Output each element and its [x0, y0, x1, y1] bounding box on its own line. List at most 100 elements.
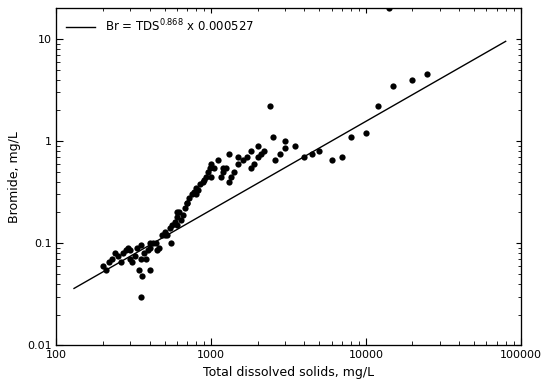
Point [153, 247, 162, 253]
Point [374, 103, 383, 109]
Point [148, 240, 157, 246]
Point [121, 247, 130, 253]
Point [207, 161, 216, 167]
Point [204, 169, 213, 175]
Point [300, 154, 309, 160]
Point [142, 256, 151, 262]
Point [216, 173, 225, 180]
Point [144, 247, 152, 253]
Point [116, 259, 125, 265]
Point [219, 164, 228, 171]
Point [198, 179, 207, 185]
X-axis label: Total dissolved solids, mg/L: Total dissolved solids, mg/L [203, 366, 374, 378]
Point [338, 154, 346, 160]
Point [166, 225, 174, 231]
Point [119, 250, 128, 256]
Point [168, 222, 177, 228]
Point [200, 176, 208, 183]
Point [227, 173, 236, 180]
Point [384, 5, 393, 12]
Point [105, 259, 114, 265]
Point [222, 164, 230, 171]
Point [361, 130, 370, 136]
Point [268, 134, 277, 140]
Point [134, 267, 143, 273]
Point [140, 250, 148, 256]
Point [130, 253, 139, 259]
Point [246, 148, 255, 154]
Point [126, 247, 135, 253]
Point [291, 143, 300, 149]
Point [219, 169, 228, 175]
Point [207, 173, 216, 180]
Point [423, 71, 432, 77]
Point [145, 267, 154, 273]
Point [276, 151, 285, 157]
Point [145, 240, 154, 246]
Point [224, 179, 233, 185]
Point [145, 245, 154, 251]
Point [234, 154, 243, 160]
Point [132, 245, 141, 251]
Point [202, 173, 211, 180]
Point [155, 245, 163, 251]
Point [183, 199, 191, 205]
Point [210, 164, 219, 171]
Point [172, 214, 181, 220]
Point [224, 151, 233, 157]
Point [126, 256, 135, 262]
Point [179, 212, 188, 218]
Point [280, 145, 289, 151]
Point [136, 256, 145, 262]
Point [183, 199, 191, 205]
Point [172, 209, 181, 216]
Point [157, 232, 166, 238]
Point [163, 232, 172, 238]
Point [128, 259, 137, 265]
Point [238, 157, 247, 163]
Point [172, 222, 181, 228]
Y-axis label: Bromide, mg/L: Bromide, mg/L [8, 131, 21, 223]
Point [192, 192, 201, 198]
Point [280, 138, 289, 144]
Point [260, 148, 268, 154]
Point [196, 181, 205, 187]
Point [250, 161, 258, 167]
Point [205, 164, 214, 171]
Point [308, 151, 317, 157]
Point [229, 169, 238, 175]
Point [108, 256, 117, 262]
Point [254, 154, 262, 160]
Point [389, 82, 398, 89]
Point [98, 263, 107, 269]
Point [102, 267, 111, 273]
Point [136, 242, 145, 248]
Point [266, 103, 274, 109]
Point [257, 151, 266, 157]
Point [174, 209, 183, 216]
Point [408, 77, 417, 83]
Point [160, 232, 169, 238]
Point [113, 253, 122, 259]
Point [181, 205, 190, 211]
Point [167, 240, 175, 246]
Point [152, 240, 161, 246]
Point [246, 164, 255, 171]
Point [185, 194, 194, 200]
Point [346, 134, 355, 140]
Point [271, 157, 280, 163]
Point [170, 219, 179, 226]
Point [243, 154, 251, 160]
Point [138, 272, 147, 279]
Legend: Br = TDS$^{0.868}$ x 0.000527: Br = TDS$^{0.868}$ x 0.000527 [62, 14, 257, 38]
Point [192, 185, 201, 191]
Point [124, 245, 133, 251]
Point [160, 228, 169, 235]
Point [136, 293, 145, 300]
Point [177, 217, 185, 223]
Point [188, 192, 196, 198]
Point [234, 161, 243, 167]
Point [111, 250, 119, 256]
Point [315, 148, 324, 154]
Point [213, 157, 222, 163]
